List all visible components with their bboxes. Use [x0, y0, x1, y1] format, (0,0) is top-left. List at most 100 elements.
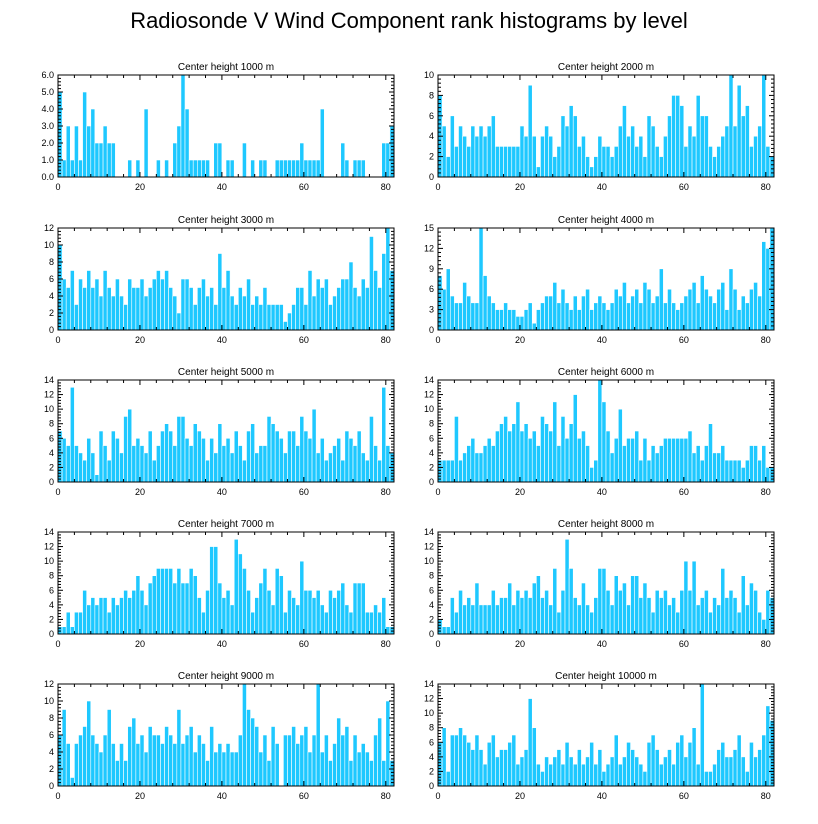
x-tick-label: 40 — [597, 791, 607, 801]
histogram-bar — [609, 756, 615, 787]
histogram-bar — [536, 166, 541, 178]
histogram-bar — [523, 423, 529, 483]
histogram-bar — [474, 302, 480, 331]
y-tick-label: 10 — [424, 70, 434, 80]
histogram-bar — [646, 288, 652, 331]
y-tick-label: 10 — [44, 696, 54, 706]
histogram-bar — [324, 278, 329, 331]
histogram-bar — [658, 156, 664, 178]
histogram-bar — [94, 278, 100, 331]
histogram-bar — [164, 568, 169, 635]
histogram-bar — [589, 611, 595, 635]
histogram-bar — [683, 756, 689, 787]
histogram-bar — [724, 459, 730, 483]
histogram-bar — [119, 452, 124, 483]
histogram-bar — [761, 74, 767, 178]
histogram-bar — [658, 268, 664, 331]
histogram-bar — [106, 287, 112, 331]
histogram-bar — [474, 135, 480, 178]
histogram-bar — [531, 582, 537, 635]
histogram-bar — [156, 734, 161, 787]
histogram-bar — [242, 295, 247, 331]
histogram-bar — [552, 756, 558, 787]
histogram-bar — [437, 619, 443, 635]
histogram-bar — [523, 589, 529, 635]
histogram-bar — [176, 312, 182, 331]
histogram-bar — [57, 91, 63, 178]
histogram-bar — [466, 597, 472, 635]
histogram-bar — [622, 582, 627, 635]
histogram-bar — [749, 582, 754, 635]
y-tick-label: 8 — [429, 90, 434, 100]
histogram-bar — [609, 302, 615, 331]
x-tick-label: 40 — [217, 791, 227, 801]
histogram-bar — [503, 597, 508, 635]
histogram-bar — [250, 717, 255, 787]
histogram-bar — [278, 575, 284, 635]
y-tick-label: 2 — [49, 764, 54, 774]
histogram-bar — [478, 604, 484, 635]
histogram-bar — [454, 611, 459, 635]
histogram-bar — [560, 416, 566, 483]
histogram-bar — [605, 146, 611, 178]
y-tick-label: 0 — [429, 477, 434, 487]
x-tick-label: 20 — [515, 487, 525, 497]
histogram-bar — [704, 288, 709, 331]
histogram-bar — [544, 125, 549, 178]
histogram-bar — [328, 452, 333, 483]
histogram-bar — [250, 159, 255, 178]
histogram-bar — [237, 553, 243, 635]
histogram-bar — [634, 756, 640, 787]
histogram-bar — [328, 760, 333, 787]
histogram-bar — [225, 159, 231, 178]
histogram-bar — [691, 135, 697, 178]
histogram-bar — [217, 743, 223, 787]
x-tick-label: 80 — [381, 335, 391, 345]
histogram-bar — [712, 452, 717, 483]
histogram-bar — [511, 423, 517, 483]
histogram-bar — [577, 604, 582, 635]
histogram-bar — [369, 236, 374, 331]
histogram-bar — [626, 302, 631, 331]
x-tick-label: 0 — [435, 791, 440, 801]
x-tick-label: 0 — [435, 335, 440, 345]
histogram-bar — [180, 582, 186, 635]
histogram-bar — [605, 309, 611, 331]
histogram-bar — [617, 589, 623, 635]
histogram-bar — [544, 756, 549, 787]
histogram-bar — [704, 115, 709, 178]
y-tick-label: 6 — [429, 433, 434, 443]
y-tick-label: 4 — [429, 752, 434, 762]
histogram-bar — [192, 575, 198, 635]
histogram-bar — [106, 611, 112, 635]
histogram-bar — [65, 445, 71, 483]
histogram-bar — [638, 597, 644, 635]
histogram-bar — [654, 749, 660, 787]
y-tick-label: 2 — [429, 766, 434, 776]
histogram-bar — [650, 302, 656, 331]
histogram-bar — [78, 278, 83, 331]
panel-title: Center height 1000 m — [178, 62, 274, 73]
histogram-bar — [188, 445, 194, 483]
histogram-bar — [328, 589, 333, 635]
histogram-bar — [98, 751, 104, 787]
y-tick-label: 4 — [49, 448, 54, 458]
histogram-bar — [315, 159, 321, 178]
histogram-bar — [74, 304, 79, 331]
histogram-bar — [622, 756, 627, 787]
histogram-bar — [486, 741, 492, 787]
histogram-bar — [319, 604, 325, 635]
histogram-bar — [324, 734, 329, 787]
histogram-bar — [687, 430, 693, 483]
histogram-bar — [458, 727, 463, 787]
histogram-bar — [634, 288, 640, 331]
histogram-bar — [675, 611, 681, 635]
histogram-bar — [82, 91, 87, 178]
histogram-bar — [246, 709, 251, 787]
histogram-bar — [201, 159, 206, 178]
histogram-bar — [90, 108, 96, 178]
histogram-bar — [90, 597, 96, 635]
histogram-bar — [270, 423, 276, 483]
histogram-bar — [217, 142, 223, 178]
y-tick-label: 12 — [44, 390, 54, 400]
